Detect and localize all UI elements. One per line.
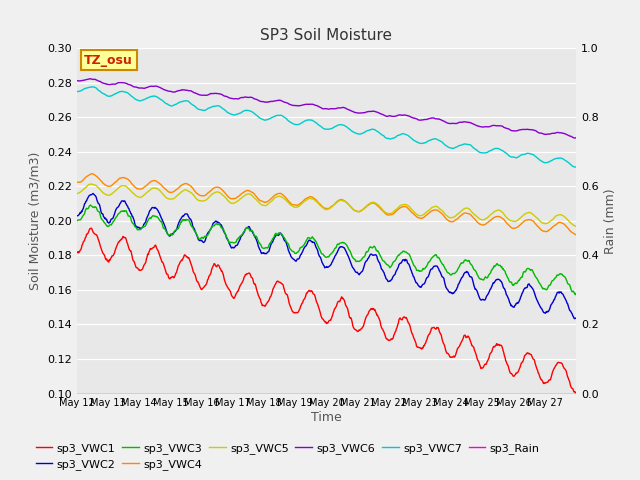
sp3_VWC1 [268, 292, 275, 298]
Line: sp3_VWC3: sp3_VWC3 [77, 205, 576, 295]
sp3_VWC3 [268, 238, 275, 244]
sp3_Rain [132, 391, 140, 396]
sp3_Rain [406, 391, 413, 396]
sp3_VWC3 [224, 237, 232, 242]
sp3_VWC1 [378, 326, 386, 332]
sp3_VWC2 [89, 191, 97, 196]
Line: sp3_VWC5: sp3_VWC5 [77, 184, 576, 227]
sp3_VWC6 [378, 111, 386, 117]
sp3_VWC5 [224, 198, 232, 204]
sp3_VWC4 [73, 180, 81, 185]
sp3_Rain [378, 391, 385, 396]
sp3_VWC5 [73, 191, 81, 196]
sp3_Rain [223, 391, 231, 396]
sp3_VWC4 [268, 195, 275, 201]
sp3_VWC7 [224, 109, 232, 115]
sp3_VWC7 [249, 109, 257, 115]
sp3_Rain [73, 391, 81, 396]
sp3_VWC3 [132, 225, 140, 230]
sp3_Rain [267, 391, 275, 396]
X-axis label: Time: Time [311, 411, 342, 424]
sp3_VWC6 [86, 76, 93, 82]
sp3_VWC6 [571, 135, 579, 141]
sp3_VWC4 [378, 207, 386, 213]
sp3_VWC7 [268, 115, 275, 120]
sp3_VWC1 [406, 323, 414, 329]
sp3_VWC3 [572, 291, 580, 297]
sp3_VWC4 [224, 193, 232, 199]
Line: sp3_VWC7: sp3_VWC7 [77, 87, 576, 167]
sp3_VWC5 [268, 198, 275, 204]
sp3_VWC1 [572, 390, 580, 396]
sp3_VWC3 [572, 292, 579, 298]
sp3_VWC4 [88, 171, 95, 177]
Text: TZ_osu: TZ_osu [84, 54, 133, 67]
sp3_VWC2 [73, 213, 81, 218]
Line: sp3_VWC4: sp3_VWC4 [77, 174, 576, 235]
sp3_VWC1 [224, 285, 232, 290]
sp3_VWC2 [224, 237, 232, 243]
sp3_Rain [572, 391, 580, 396]
sp3_VWC6 [406, 114, 414, 120]
Line: sp3_VWC1: sp3_VWC1 [77, 228, 576, 393]
Line: sp3_VWC6: sp3_VWC6 [77, 79, 576, 138]
sp3_VWC7 [406, 134, 414, 140]
sp3_VWC3 [378, 256, 386, 262]
sp3_VWC1 [249, 276, 257, 281]
sp3_VWC5 [572, 224, 580, 229]
sp3_VWC4 [406, 208, 414, 214]
sp3_VWC7 [132, 96, 140, 102]
sp3_VWC7 [88, 84, 95, 90]
sp3_Rain [248, 391, 256, 396]
sp3_VWC2 [406, 264, 414, 270]
sp3_VWC6 [224, 94, 232, 100]
sp3_VWC7 [378, 132, 386, 138]
sp3_VWC7 [572, 164, 580, 170]
Y-axis label: Soil Moisture (m3/m3): Soil Moisture (m3/m3) [29, 152, 42, 290]
sp3_VWC2 [249, 229, 257, 235]
sp3_VWC6 [268, 98, 275, 104]
sp3_VWC2 [571, 316, 579, 322]
sp3_VWC5 [249, 193, 257, 199]
sp3_VWC3 [73, 218, 81, 224]
sp3_VWC3 [249, 228, 257, 234]
sp3_VWC1 [132, 264, 140, 270]
sp3_VWC3 [406, 253, 414, 259]
Y-axis label: Rain (mm): Rain (mm) [604, 188, 617, 253]
sp3_VWC3 [86, 202, 94, 208]
sp3_VWC6 [572, 135, 580, 141]
sp3_VWC5 [132, 193, 140, 199]
Legend: sp3_VWC1, sp3_VWC2, sp3_VWC3, sp3_VWC4, sp3_VWC5, sp3_VWC6, sp3_VWC7, sp3_Rain: sp3_VWC1, sp3_VWC2, sp3_VWC3, sp3_VWC4, … [31, 438, 544, 474]
sp3_VWC4 [249, 190, 257, 195]
Line: sp3_VWC2: sp3_VWC2 [77, 193, 576, 319]
sp3_VWC2 [572, 315, 580, 321]
sp3_VWC1 [73, 249, 81, 255]
sp3_VWC2 [132, 223, 140, 229]
sp3_VWC4 [572, 232, 580, 238]
sp3_VWC1 [87, 225, 95, 231]
sp3_VWC2 [378, 267, 386, 273]
sp3_VWC4 [132, 185, 140, 191]
sp3_VWC5 [87, 181, 95, 187]
Title: SP3 Soil Moisture: SP3 Soil Moisture [260, 28, 392, 43]
sp3_VWC5 [378, 206, 386, 212]
sp3_VWC2 [268, 241, 275, 247]
sp3_VWC6 [249, 95, 257, 101]
sp3_VWC6 [73, 78, 81, 84]
sp3_VWC5 [406, 204, 414, 210]
sp3_VWC6 [132, 84, 140, 90]
sp3_VWC7 [73, 89, 81, 95]
